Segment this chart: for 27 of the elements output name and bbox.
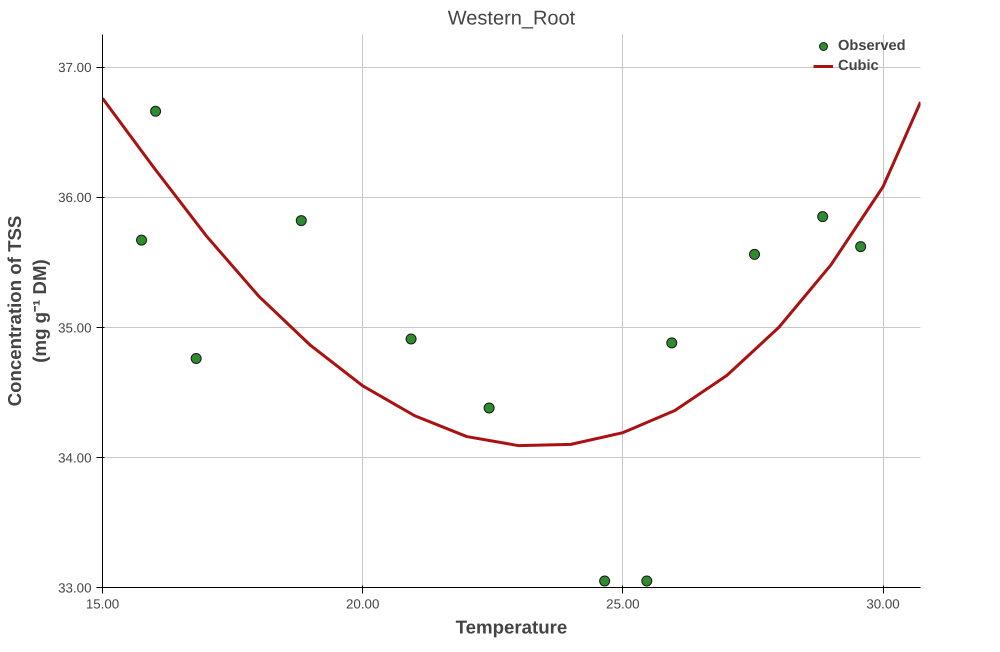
y-tick-label: 33.00: [58, 580, 92, 596]
x-tick-label: 25.00: [606, 596, 640, 612]
y-tick-label: 36.00: [58, 190, 92, 206]
point: [190, 353, 202, 364]
point: [296, 215, 307, 226]
point: [641, 576, 652, 586]
point: [484, 402, 495, 414]
point: [666, 337, 678, 348]
point: [150, 106, 162, 117]
point: [406, 333, 417, 344]
legend-label: Cubic: [838, 57, 880, 75]
x-tick-label: 30.00: [866, 596, 900, 612]
x-tick-label: 15.00: [86, 596, 120, 612]
y-tick-label: 35.00: [58, 320, 92, 336]
x-axis-title: Temperature: [456, 616, 568, 638]
point: [749, 248, 760, 260]
line-series: [102, 96, 920, 448]
y-tick-label: 34.00: [58, 450, 92, 466]
point: [599, 576, 610, 586]
legend-label: Observed: [838, 37, 907, 55]
point: [855, 241, 866, 252]
point: [136, 234, 148, 246]
point: [817, 211, 828, 222]
x-tick-label: 20.00: [346, 596, 380, 612]
y-axis-title: Concentration of TSS (mg g⁻¹ DM): [4, 216, 50, 406]
chart-title: Western_Root: [448, 8, 576, 30]
y-tick-label: 37.00: [58, 60, 92, 76]
